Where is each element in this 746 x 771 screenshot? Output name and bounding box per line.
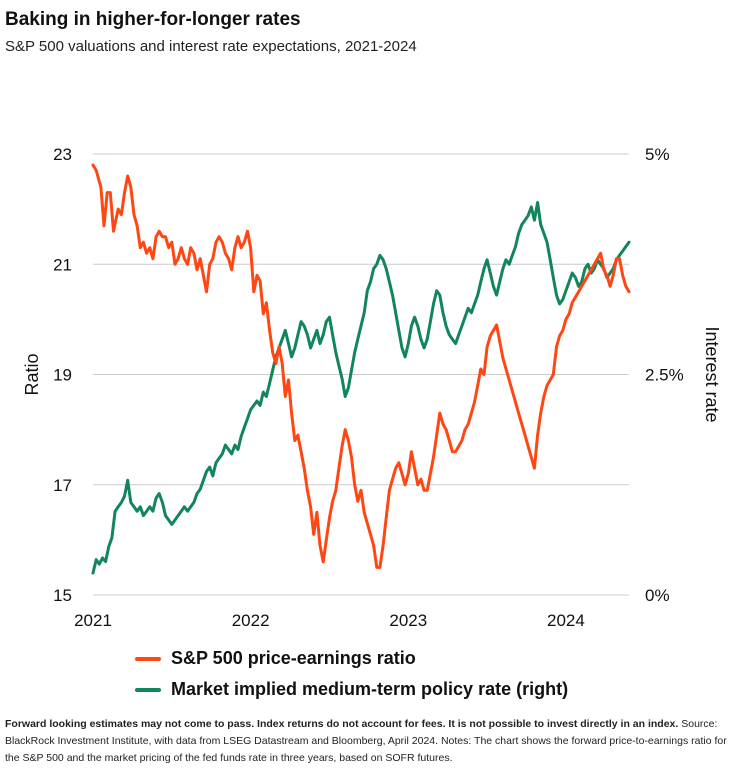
series-lines <box>91 163 631 575</box>
right-axis-title: Interest rate <box>702 326 722 422</box>
left-tick-label: 15 <box>53 586 72 605</box>
left-tick-label: 23 <box>53 145 72 164</box>
x-tick-label: 2022 <box>232 611 270 630</box>
legend-swatch-rate <box>135 687 161 692</box>
left-axis-title: Ratio <box>22 353 42 395</box>
line-chart: 15 17 19 21 23 0% 2.5% 5% 2021 2022 2023 2024 Rat… <box>22 145 722 630</box>
right-tick-label: 2.5% <box>645 366 684 385</box>
legend-swatch-pe <box>135 656 161 661</box>
footnote: Forward looking estimates may not come t… <box>5 716 740 767</box>
legend-label-pe: S&P 500 price-earnings ratio <box>171 648 416 668</box>
legend-item-rate: Market implied medium-term policy rate (… <box>135 679 568 700</box>
chart-title: Baking in higher-for-longer rates <box>5 9 301 30</box>
legend-item-pe: S&P 500 price-earnings ratio <box>135 648 416 669</box>
chart-subtitle: S&P 500 valuations and interest rate exp… <box>5 38 417 55</box>
gridlines <box>93 153 629 596</box>
right-tick-label: 5% <box>645 145 670 164</box>
footnote-source: Source: BlackRock Investment Institute, … <box>5 718 727 764</box>
x-tick-label: 2024 <box>547 611 585 630</box>
footnote-disclaimer: Forward looking estimates may not come t… <box>5 718 679 730</box>
left-axis-ticks: 15 17 19 21 23 <box>53 145 72 605</box>
right-tick-label: 0% <box>645 586 670 605</box>
x-tick-label: 2021 <box>74 611 112 630</box>
x-axis-ticks: 2021 2022 2023 2024 <box>74 611 585 630</box>
legend-label-rate: Market implied medium-term policy rate (… <box>171 679 569 699</box>
left-tick-label: 21 <box>53 255 72 274</box>
x-tick-label: 2023 <box>389 611 427 630</box>
left-tick-label: 19 <box>53 366 72 385</box>
right-axis-ticks: 0% 2.5% 5% <box>645 145 684 605</box>
series-line-rate <box>91 201 631 575</box>
series-line-pe <box>91 163 631 569</box>
left-tick-label: 17 <box>53 476 72 495</box>
